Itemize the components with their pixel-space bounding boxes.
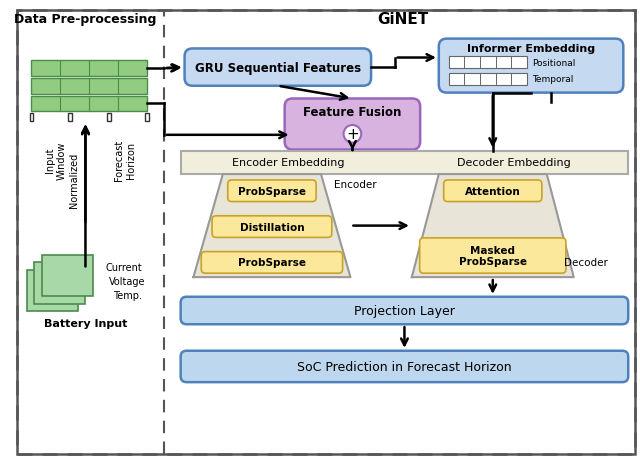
Bar (107, 114, 111, 122)
Polygon shape (193, 175, 351, 277)
Text: Feature Fusion: Feature Fusion (303, 106, 402, 119)
Bar (31, 61, 147, 77)
Text: Distillation: Distillation (239, 222, 304, 232)
Bar (29, 114, 33, 122)
Bar (31, 79, 147, 94)
Text: Encoder Embedding: Encoder Embedding (232, 158, 345, 168)
Text: Input
Window: Input Window (45, 141, 67, 179)
Text: +: + (346, 127, 359, 142)
Polygon shape (412, 175, 573, 277)
Bar (42, 255, 93, 296)
FancyBboxPatch shape (201, 252, 342, 274)
Text: SoC Prediction in Forecast Horizon: SoC Prediction in Forecast Horizon (297, 360, 512, 373)
FancyBboxPatch shape (228, 181, 316, 202)
Text: Decoder: Decoder (564, 258, 608, 268)
FancyBboxPatch shape (184, 50, 371, 87)
Text: Voltage: Voltage (109, 276, 145, 287)
Circle shape (344, 126, 361, 144)
Text: GRU Sequential Features: GRU Sequential Features (195, 62, 361, 75)
Bar (27, 271, 77, 312)
Text: Current: Current (105, 263, 142, 273)
Text: ProbSparse: ProbSparse (459, 257, 527, 267)
Text: Projection Layer: Projection Layer (354, 304, 455, 317)
Text: Temp.: Temp. (113, 290, 142, 300)
Text: Forecast
Horizon: Forecast Horizon (114, 139, 136, 181)
Text: Temporal: Temporal (532, 75, 573, 84)
Bar (180, 151, 628, 175)
Text: Encoder: Encoder (334, 180, 377, 189)
FancyBboxPatch shape (285, 99, 420, 150)
Bar (449, 57, 527, 69)
FancyBboxPatch shape (180, 297, 628, 325)
Text: Informer Embedding: Informer Embedding (467, 44, 595, 54)
FancyBboxPatch shape (420, 238, 566, 274)
Text: ProbSparse: ProbSparse (238, 186, 306, 196)
Text: Normalized: Normalized (68, 152, 79, 207)
FancyBboxPatch shape (212, 216, 332, 238)
Bar (35, 263, 86, 304)
Bar (449, 74, 527, 86)
Text: Positional: Positional (532, 58, 575, 68)
Text: Decoder Embedding: Decoder Embedding (458, 158, 572, 168)
Text: Attention: Attention (465, 186, 521, 196)
Text: ProbSparse: ProbSparse (238, 258, 306, 268)
Text: Battery Input: Battery Input (44, 319, 127, 329)
Bar (31, 96, 147, 112)
Text: GiNET: GiNET (377, 12, 428, 26)
FancyBboxPatch shape (180, 351, 628, 382)
Text: Data Pre-processing: Data Pre-processing (14, 13, 157, 25)
FancyBboxPatch shape (444, 181, 542, 202)
FancyBboxPatch shape (439, 39, 623, 94)
Bar (68, 114, 72, 122)
Text: Masked: Masked (470, 245, 515, 255)
Bar (145, 114, 149, 122)
